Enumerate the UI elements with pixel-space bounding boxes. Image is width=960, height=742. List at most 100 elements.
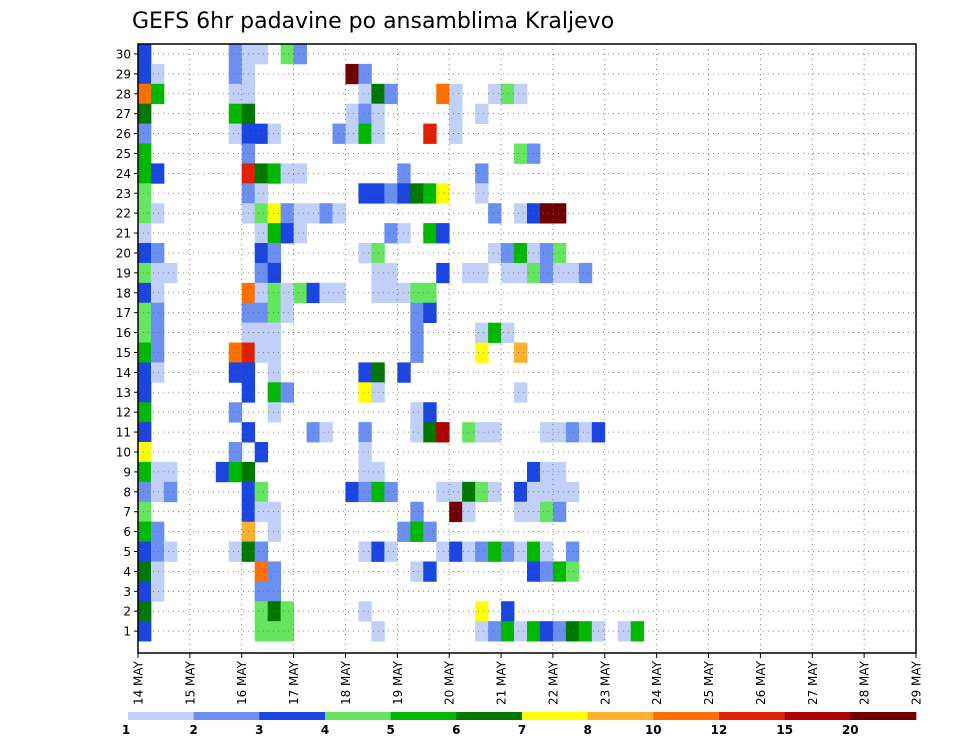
cell-m28-t7 [228, 83, 243, 105]
cell-m16-t27 [488, 322, 502, 343]
colorbar-swatch-10 [784, 712, 851, 720]
cell-m22-t12 [293, 203, 307, 224]
x-tick-label-5: 19 MAY [391, 660, 405, 705]
cell-m5-t2 [163, 541, 178, 562]
y-tick-label-15: 15 [116, 346, 131, 360]
cell-m20-t17 [358, 243, 372, 264]
cell-m24-t9 [254, 163, 269, 184]
cell-m1-t27 [488, 621, 502, 642]
cell-m29-t1 [150, 63, 165, 85]
colorbar-swatch-11 [850, 712, 917, 720]
colorbar-label-15: 15 [776, 723, 793, 737]
cell-m16-t26 [475, 322, 489, 343]
cell-m19-t34 [578, 262, 593, 284]
colorbar-swatch-1 [193, 712, 260, 720]
cell-m12-t22 [423, 402, 437, 423]
cell-m18-t11 [280, 282, 294, 304]
cell-m26-t10 [267, 123, 282, 144]
cell-m17-t11 [280, 302, 294, 324]
cell-m1-t33 [565, 621, 580, 642]
colorbar-swatch-6 [522, 712, 588, 720]
cell-m4-t21 [410, 561, 424, 582]
cell-m20-t27 [488, 243, 502, 264]
y-tick-label-9: 9 [123, 465, 131, 479]
cell-m30-t0 [138, 44, 152, 65]
cell-m1-t32 [552, 621, 567, 642]
cell-m2-t28 [501, 601, 515, 622]
cell-m30-t12 [293, 44, 307, 65]
cell-m20-t31 [539, 243, 554, 264]
y-tick-label-6: 6 [123, 525, 131, 539]
cell-m28-t1 [150, 83, 165, 105]
cell-m22-t29 [514, 203, 528, 224]
cell-m20-t1 [150, 243, 165, 264]
cell-m5-t29 [514, 541, 528, 562]
cell-m15-t7 [228, 342, 243, 363]
cell-m27-t16 [345, 103, 359, 125]
y-tick-label-12: 12 [116, 406, 131, 420]
colorbar-swatch-3 [325, 712, 391, 720]
cell-m8-t31 [539, 481, 554, 503]
cell-m24-t12 [293, 163, 307, 184]
cell-m7-t24 [449, 501, 463, 523]
cell-m1-t11 [280, 621, 294, 642]
cell-m21-t0 [138, 223, 152, 244]
cell-m18-t1 [150, 282, 165, 304]
cell-m2-t11 [280, 601, 294, 622]
y-tick-label-13: 13 [116, 386, 131, 400]
cell-m27-t0 [138, 103, 152, 125]
cell-m2-t0 [138, 601, 152, 622]
cell-m19-t33 [565, 262, 580, 284]
cell-m9-t2 [163, 461, 178, 483]
cell-m18-t20 [397, 282, 411, 304]
cell-m18-t19 [384, 282, 398, 304]
cell-m28-t24 [449, 83, 463, 105]
cell-m11-t17 [358, 422, 372, 443]
cell-m11-t21 [410, 422, 424, 443]
cell-m8-t19 [384, 481, 398, 503]
cell-m10-t0 [138, 442, 152, 463]
colorbar-swatch-8 [653, 712, 720, 720]
cell-m9-t17 [358, 461, 372, 483]
cell-m1-t38 [630, 621, 645, 642]
cell-m8-t0 [138, 481, 152, 503]
cell-m3-t9 [254, 581, 269, 602]
cell-m26-t15 [332, 123, 346, 144]
cell-m5-t24 [449, 541, 463, 562]
cell-m6-t1 [150, 521, 165, 542]
cell-m1-t26 [475, 621, 489, 642]
cell-m13-t29 [514, 382, 528, 403]
x-tick-label-0: 14 MAY [132, 660, 146, 705]
cell-m4-t33 [565, 561, 580, 582]
cell-m14-t20 [397, 362, 411, 383]
cell-m21-t22 [423, 223, 437, 244]
cell-m24-t10 [267, 163, 282, 184]
y-tick-label-11: 11 [116, 426, 131, 440]
cell-m18-t0 [138, 282, 152, 304]
cell-m8-t32 [552, 481, 567, 503]
x-tick-label-3: 17 MAY [287, 660, 301, 705]
y-tick-label-20: 20 [116, 246, 131, 260]
cell-m21-t12 [293, 223, 307, 244]
cell-m8-t23 [436, 481, 450, 503]
cell-m19-t31 [539, 262, 554, 284]
cell-m19-t19 [384, 262, 398, 284]
cell-m20-t29 [514, 243, 528, 264]
cell-m22-t11 [280, 203, 294, 224]
cell-m29-t16 [345, 63, 359, 85]
cell-m1-t10 [267, 621, 282, 642]
x-tick-label-10: 24 MAY [650, 660, 664, 705]
cell-m8-t16 [345, 481, 359, 503]
cell-m19-t10 [267, 262, 282, 284]
x-tick-label-13: 27 MAY [806, 660, 820, 705]
cell-m7-t31 [539, 501, 554, 523]
cell-m9-t1 [150, 461, 165, 483]
cell-m13-t0 [138, 382, 152, 403]
cell-m12-t0 [138, 402, 152, 423]
cell-m28-t19 [384, 83, 398, 105]
y-tick-label-1: 1 [123, 625, 131, 639]
cell-m9-t31 [539, 461, 554, 483]
cell-m17-t22 [423, 302, 437, 324]
x-tick-label-6: 20 MAY [443, 660, 457, 705]
cell-m24-t0 [138, 163, 152, 184]
